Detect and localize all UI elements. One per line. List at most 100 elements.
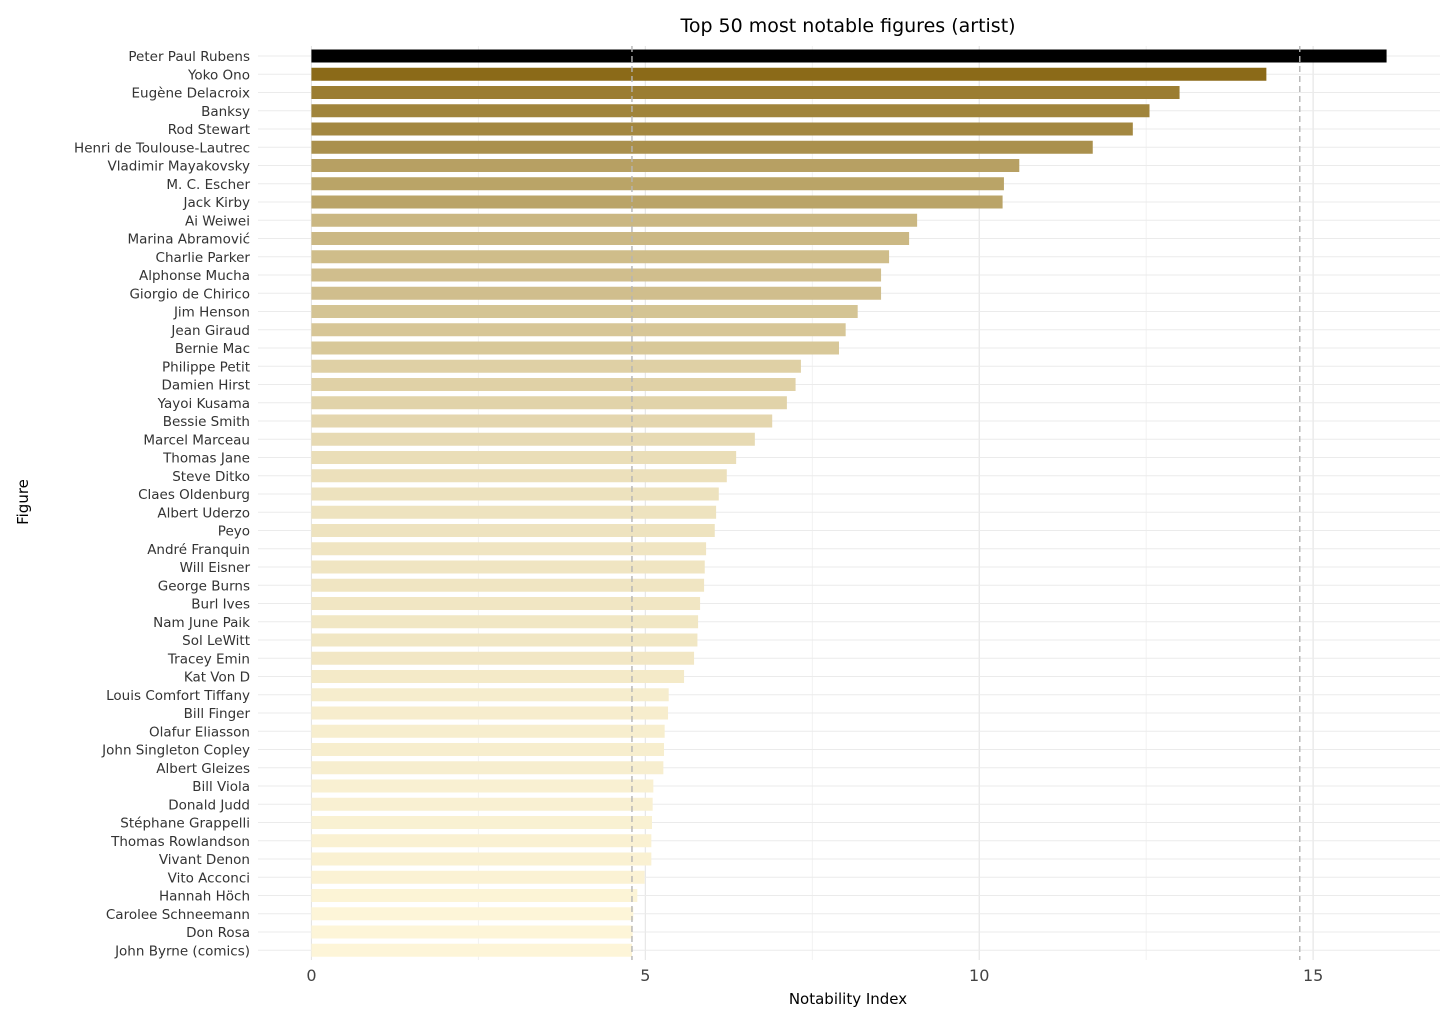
bar — [311, 414, 773, 428]
bar — [311, 578, 705, 592]
reference-lines — [631, 46, 1301, 960]
x-tick-label: 5 — [640, 966, 650, 985]
category-label: Albert Uderzo — [157, 505, 250, 521]
category-label: Bessie Smith — [163, 414, 250, 430]
category-label: Peter Paul Rubens — [128, 49, 250, 65]
category-label: Don Rosa — [186, 925, 250, 941]
y-axis-title: Figure — [14, 479, 32, 525]
category-label: Philippe Petit — [162, 359, 250, 375]
category-label: John Byrne (comics) — [114, 943, 250, 959]
bar — [311, 305, 858, 318]
category-label: Vito Acconci — [168, 870, 250, 886]
category-label: M. C. Escher — [166, 177, 250, 193]
bar — [311, 889, 638, 902]
category-label: Albert Gleizes — [156, 761, 250, 777]
category-label: Henri de Toulouse-Lautrec — [74, 140, 250, 156]
bar — [311, 86, 1180, 99]
category-label: Giorgio de Chirico — [129, 286, 250, 302]
bar — [311, 195, 1003, 209]
category-label: Olafur Eliasson — [149, 724, 250, 740]
bar — [311, 104, 1150, 118]
bar — [311, 177, 1004, 191]
bar — [311, 67, 1267, 81]
x-axis-title: Notability Index — [789, 990, 907, 1008]
category-label: John Singleton Copley — [101, 743, 250, 759]
category-label: Steve Ditko — [172, 469, 250, 485]
bar — [311, 706, 669, 720]
bar — [311, 907, 634, 921]
category-label: Bernie Mac — [175, 341, 250, 357]
bar — [311, 122, 1133, 136]
bar — [311, 378, 796, 391]
bar — [311, 213, 918, 227]
x-tick-label: 0 — [306, 966, 316, 985]
category-label: Bill Finger — [184, 706, 251, 722]
bar — [311, 834, 652, 848]
bar — [311, 505, 717, 519]
bar — [311, 743, 665, 756]
bar — [311, 268, 882, 282]
category-label: Marina Abramović — [127, 232, 250, 248]
bar — [311, 524, 715, 537]
bar — [311, 779, 654, 793]
bar — [311, 140, 1093, 154]
category-label: Peyo — [218, 524, 250, 540]
bar — [311, 816, 652, 829]
chart-title: Top 50 most notable figures (artist) — [679, 15, 1015, 37]
bar — [311, 451, 737, 464]
x-tick-label: 15 — [1303, 966, 1323, 985]
category-label: George Burns — [158, 578, 250, 594]
bar — [311, 323, 846, 337]
category-label: Thomas Jane — [162, 451, 250, 467]
bar — [311, 852, 652, 866]
bar — [311, 359, 801, 373]
category-label: Louis Comfort Tiffany — [106, 688, 250, 704]
category-label: Charlie Parker — [156, 250, 251, 266]
category-label: Hannah Höch — [159, 889, 250, 905]
bar — [311, 286, 882, 300]
category-label: Ai Weiwei — [185, 213, 250, 229]
bar — [311, 597, 701, 610]
category-label: Eugène Delacroix — [131, 86, 250, 102]
bars-layer — [311, 49, 1387, 957]
category-label: Nam June Paik — [153, 615, 250, 631]
category-label: Sol LeWitt — [182, 633, 250, 649]
bar — [311, 250, 890, 264]
category-label: Marcel Marceau — [143, 432, 250, 448]
bar — [311, 560, 705, 574]
category-label: Carolee Schneemann — [106, 907, 250, 923]
category-label: Thomas Rowlandson — [110, 834, 250, 850]
bar — [311, 49, 1387, 63]
bar — [311, 159, 1020, 172]
category-label: Vladimir Mayakovsky — [108, 159, 250, 175]
category-label: Jean Giraud — [170, 323, 250, 339]
bar — [311, 688, 669, 702]
bar — [311, 797, 653, 811]
category-label: Will Eisner — [180, 560, 251, 576]
category-label: Alphonse Mucha — [139, 268, 250, 284]
category-label: Burl Ives — [191, 597, 250, 613]
bar — [311, 487, 719, 501]
bar — [311, 432, 755, 446]
bar — [311, 943, 632, 957]
bar — [311, 870, 645, 884]
category-label: Jim Henson — [173, 305, 250, 321]
category-label: Yoko Ono — [187, 67, 250, 83]
category-label: Banksy — [201, 104, 250, 120]
category-label: Kat Von D — [184, 670, 250, 686]
category-label: André Franquin — [147, 542, 250, 558]
bar — [311, 724, 665, 738]
category-label: Claes Oldenburg — [138, 487, 250, 503]
bar — [311, 670, 685, 683]
category-label: Yayoi Kusama — [157, 396, 250, 412]
x-tick-label: 10 — [969, 966, 989, 985]
category-label: Damien Hirst — [161, 378, 250, 394]
bar — [311, 341, 839, 355]
category-label: Bill Viola — [192, 779, 250, 795]
category-labels: Peter Paul Rubens Yoko Ono Eugène Delacroi… — [74, 49, 250, 959]
bar — [311, 469, 727, 483]
category-label: Rod Stewart — [168, 122, 250, 138]
bar — [311, 761, 664, 775]
category-label: Vivant Denon — [159, 852, 250, 868]
